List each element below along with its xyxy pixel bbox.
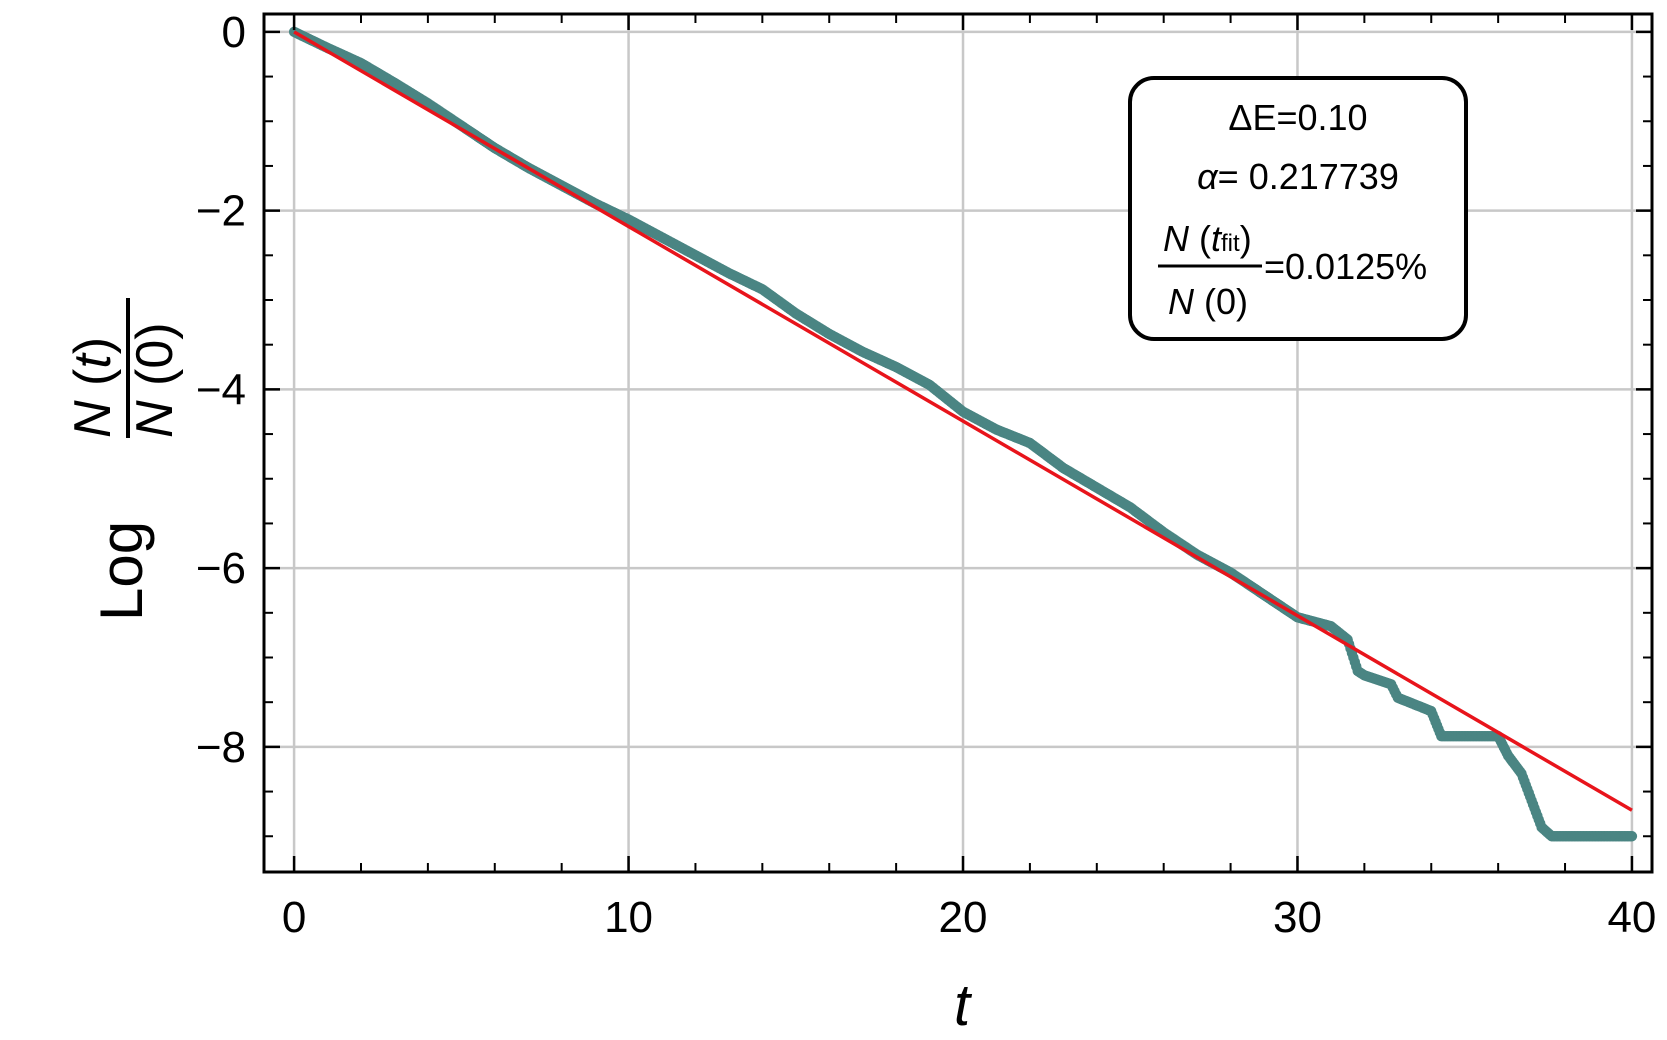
tick-marks (264, 14, 1652, 872)
x-tick-labels: 0 10 20 30 40 (282, 893, 1657, 942)
y-tick-label: 0 (222, 8, 246, 57)
y-tick-label: −4 (196, 365, 246, 414)
x-tick-label: 20 (939, 893, 988, 942)
x-tick-label: 40 (1607, 893, 1656, 942)
y-tick-label: −8 (196, 723, 246, 772)
legend-ratio-value: =0.0125% (1264, 246, 1427, 287)
y-tick-labels: 0 −2 −4 −6 −8 (196, 8, 246, 772)
x-tick-label: 30 (1273, 893, 1322, 942)
y-axis-title-denominator: N (0) (126, 322, 184, 438)
y-axis-title: Log N (t) N (0) (64, 298, 184, 621)
legend: ΔE=0.10 α= 0.217739 N (tfit) N (0) =0.01… (1128, 76, 1468, 341)
fit-line (293, 30, 1633, 812)
grid (264, 14, 1652, 872)
plot-frame (262, 12, 1654, 874)
data-point (1626, 831, 1638, 842)
legend-delta-e: ΔE=0.10 (1228, 97, 1367, 138)
legend-alpha: α= 0.217739 (1197, 156, 1399, 197)
legend-box (1128, 76, 1468, 341)
x-tick-label: 10 (604, 893, 653, 942)
fit-line-layer (293, 30, 1633, 812)
x-tick-label: 0 (282, 893, 306, 942)
legend-ratio-denominator: N (0) (1168, 281, 1248, 322)
y-tick-label: −2 (196, 187, 246, 236)
y-axis-title-prefix: Log (88, 521, 155, 621)
y-tick-label: −6 (196, 544, 246, 593)
y-axis-title-numerator: N (t) (64, 337, 122, 438)
x-axis-title: t (954, 973, 973, 1038)
